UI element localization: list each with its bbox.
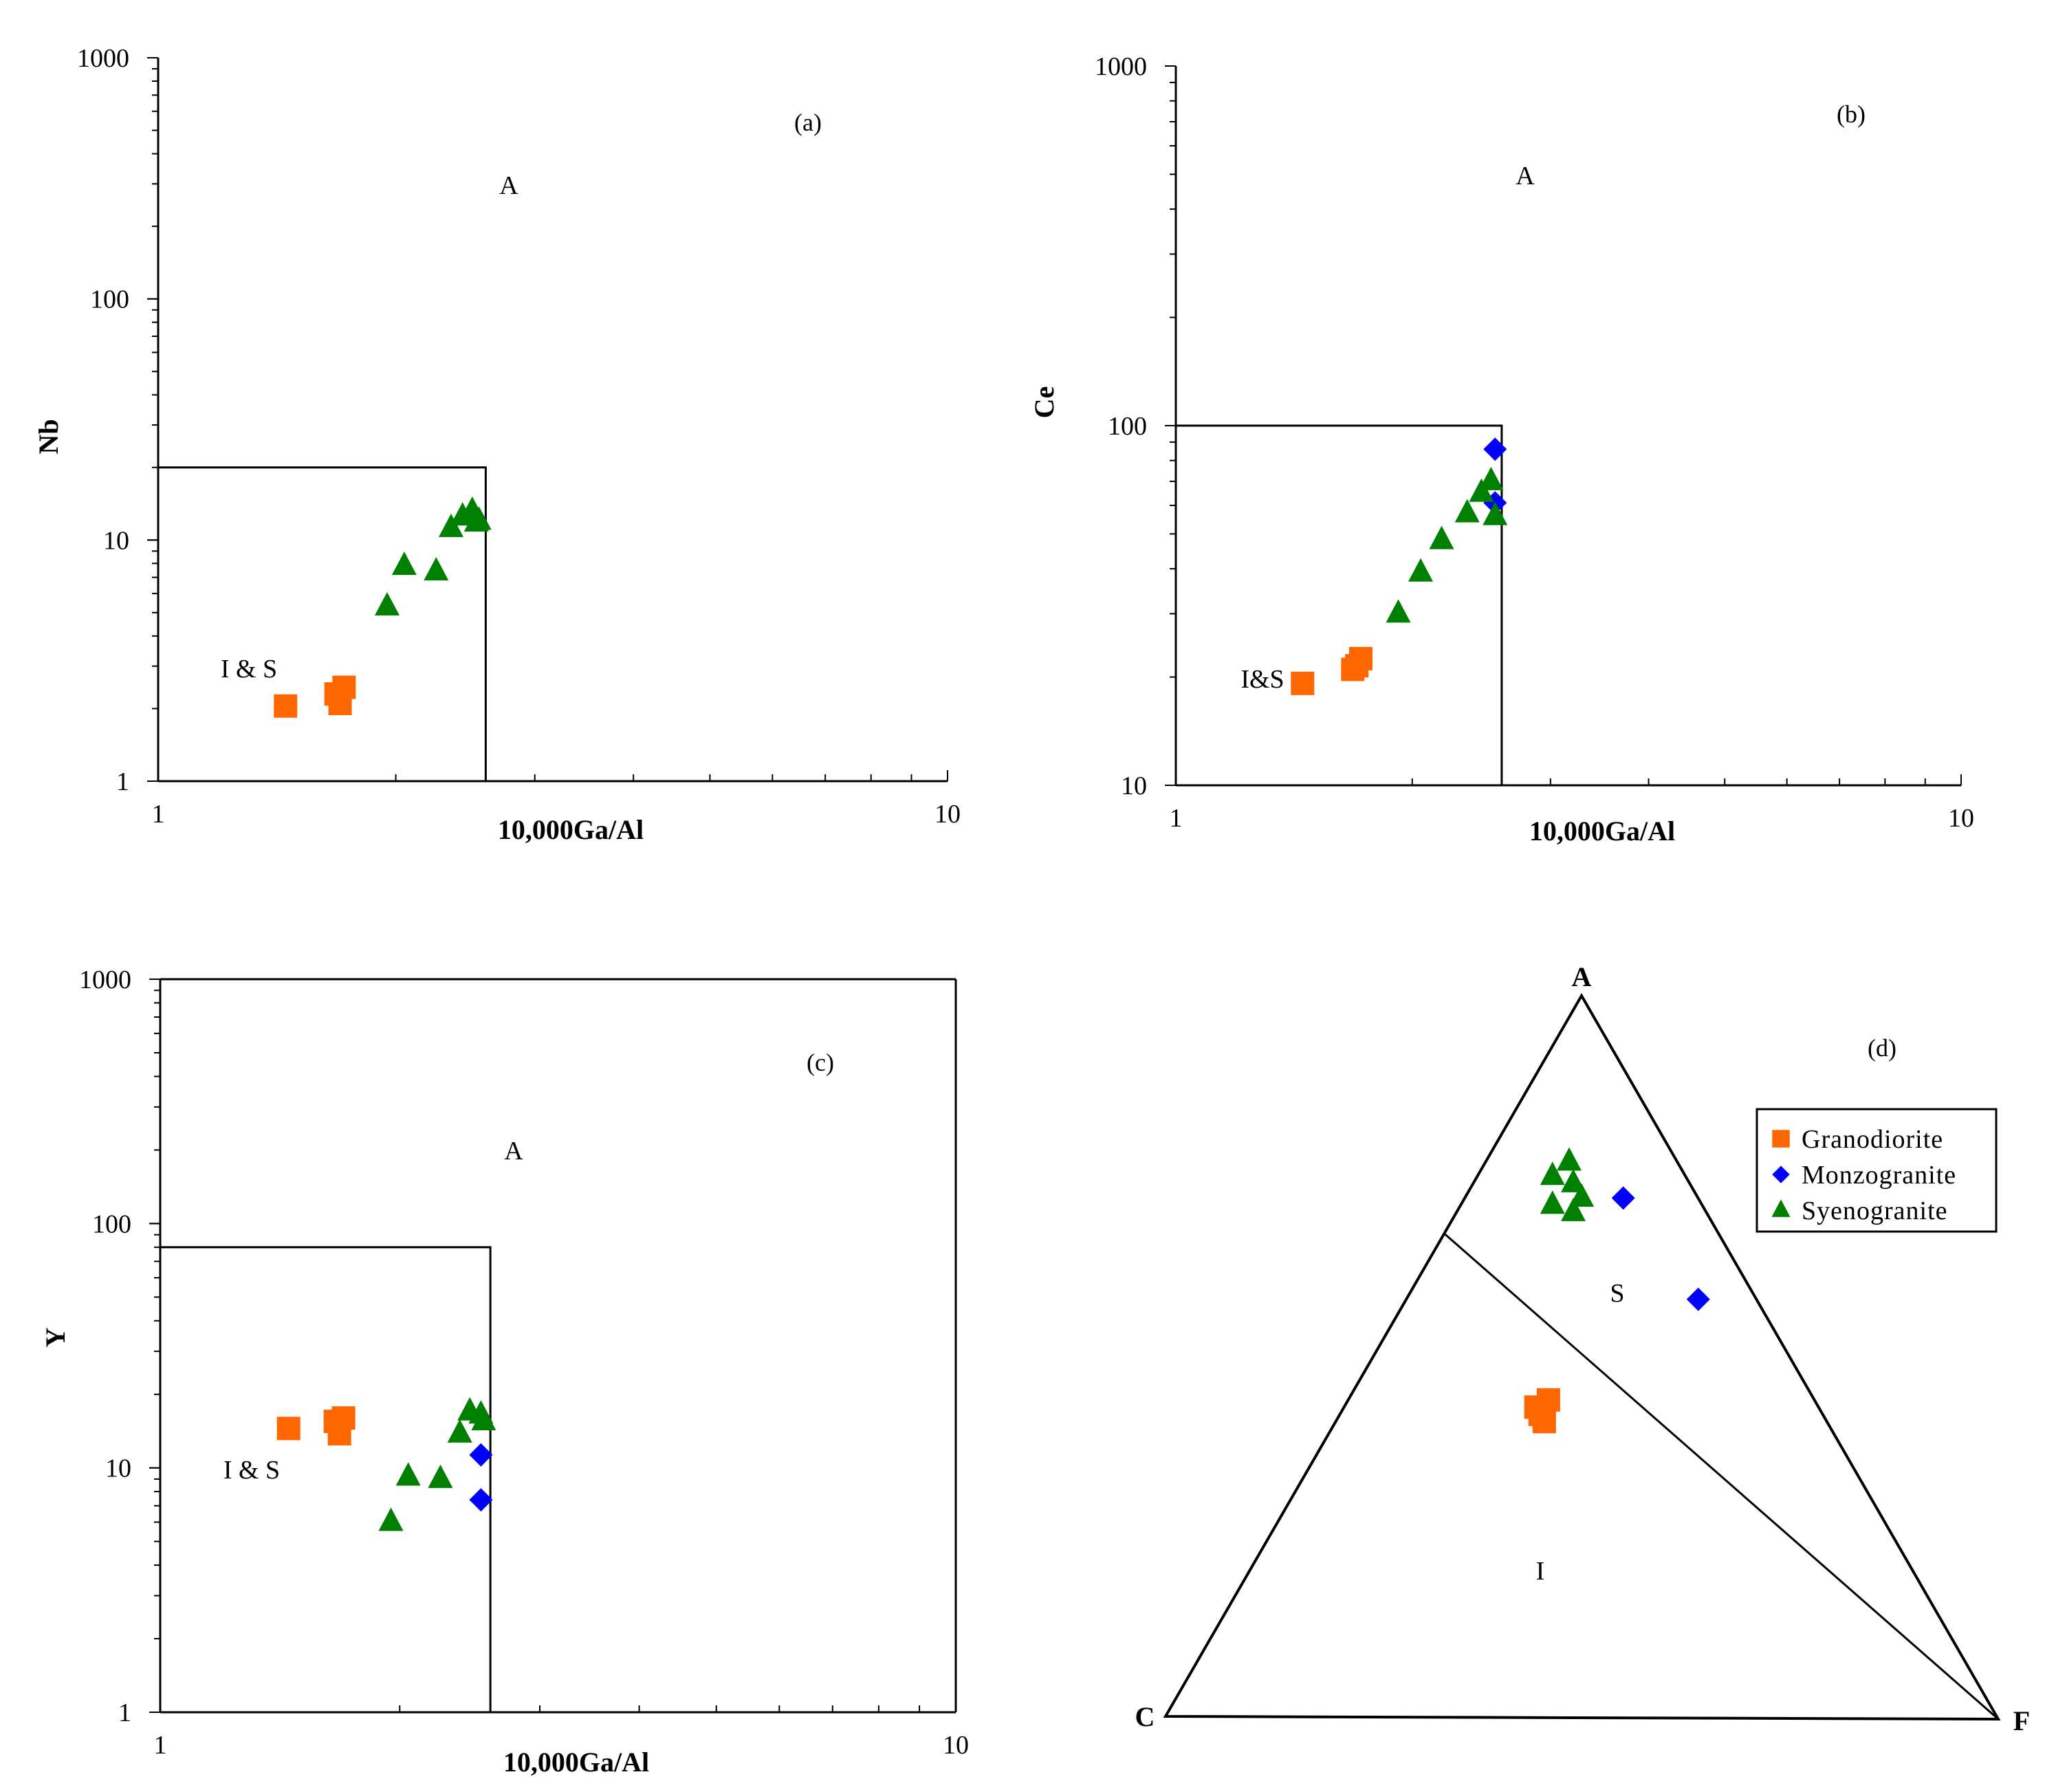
monzogranite-point: [469, 1443, 493, 1467]
y-tick-label: 1000: [77, 44, 129, 73]
y-tick-label: 100: [92, 1210, 131, 1238]
field-boundary: [158, 466, 487, 781]
region-label-a: A: [1516, 162, 1535, 190]
y-tick-label: 100: [1108, 412, 1147, 441]
panel-tag: (a): [794, 109, 822, 136]
y-tick-label: 1000: [1095, 52, 1147, 81]
monzogranite-point: [1686, 1287, 1710, 1311]
syenogranite-point: [424, 557, 449, 581]
panel-d: A C F S I (d) Granodiorite Monzogranite Syenogra…: [1135, 961, 2031, 1736]
syenogranite-point: [466, 506, 492, 530]
syenogranite-point: [1386, 599, 1411, 623]
syenogranite-point: [1408, 558, 1434, 582]
panel-c: 1 10 100 1000 1 10 (c) A I & S 10,000Ga/Al Y: [40, 965, 969, 1778]
field-label-i: I: [1536, 1557, 1545, 1586]
syenogranite-point: [428, 1464, 453, 1488]
y-tick-label: 10: [105, 1454, 131, 1483]
granodiorite-point: [1348, 646, 1373, 670]
y-tick-label: 10: [1121, 772, 1147, 800]
x-axis-title: 10,000Ga/Al: [1529, 816, 1675, 846]
syenogranite-point: [1429, 525, 1454, 549]
x-tick-label: 1: [152, 800, 165, 829]
legend: Granodiorite Monzogranite Syenogranite: [1756, 1108, 1998, 1233]
field-boundary: [160, 1246, 492, 1712]
panel-b: 10 100 1000 1 10 (b) A I&S 10,000Ga/Al Ce: [1029, 52, 1974, 846]
field-label-s: S: [1610, 1279, 1624, 1308]
ternary-divider: [1443, 1232, 1999, 1720]
region-label-is: I & S: [221, 655, 277, 684]
monzogranite-point: [1611, 1186, 1635, 1210]
granodiorite-point: [1532, 1410, 1556, 1434]
syenogranite-point: [1454, 499, 1480, 523]
syenogranite-point: [395, 1462, 421, 1486]
vertex-label-c: C: [1135, 1701, 1155, 1732]
x-axis-title: 10,000Ga/Al: [503, 1747, 649, 1778]
panel-tag: (c): [807, 1049, 834, 1076]
syenogranite-point: [391, 551, 417, 576]
syenogranite-point: [1483, 501, 1508, 525]
legend-monzogranite-marker: [1772, 1166, 1790, 1183]
legend-syenogranite-marker: [1771, 1199, 1791, 1217]
legend-label: Granodiorite: [1802, 1125, 1943, 1154]
legend-label: Monzogranite: [1802, 1161, 1956, 1190]
x-tick-label: 1: [154, 1731, 167, 1760]
x-axis-title: 10,000Ga/Al: [498, 814, 644, 845]
region-label-is: I & S: [223, 1456, 280, 1485]
y-tick-label: 10: [103, 526, 129, 555]
granodiorite-point: [331, 1406, 356, 1430]
region-label-a: A: [499, 171, 518, 200]
granodiorite-point: [276, 1417, 300, 1441]
monzogranite-point: [1483, 437, 1507, 461]
ternary-triangle: [1163, 992, 2001, 1721]
granodiorite-point: [332, 675, 356, 699]
monzogranite-point: [469, 1488, 493, 1512]
legend-granodiorite-marker: [1772, 1130, 1790, 1148]
syenogranite-point: [447, 1419, 472, 1443]
y-axis-title: Nb: [33, 419, 64, 454]
vertex-label-f: F: [2013, 1705, 2030, 1736]
field-boundary: [1176, 424, 1503, 785]
x-tick-label: 10: [934, 800, 961, 829]
syenogranite-point: [378, 1507, 404, 1531]
region-label-is: I&S: [1240, 665, 1284, 694]
panel-tag: (d): [1868, 1034, 1896, 1062]
syenogranite-point: [1561, 1197, 1586, 1221]
legend-label: Syenogranite: [1802, 1197, 1948, 1225]
legend-box: [1756, 1108, 1998, 1233]
syenogranite-point: [1478, 466, 1504, 490]
syenogranite-point: [1556, 1147, 1582, 1171]
y-axis-title: Y: [40, 1327, 71, 1347]
granodiorite-point: [1291, 671, 1315, 695]
y-tick-label: 1: [118, 1698, 131, 1727]
syenogranite-point: [1540, 1190, 1565, 1214]
y-axis-title: Ce: [1029, 386, 1060, 419]
syenogranite-point: [374, 591, 400, 615]
syenogranite-point: [1561, 1168, 1586, 1192]
x-tick-label: 10: [943, 1731, 969, 1760]
panel-tag: (b): [1837, 100, 1866, 128]
y-tick-label: 100: [90, 285, 129, 314]
x-tick-label: 1: [1170, 804, 1183, 833]
region-label-a: A: [504, 1137, 523, 1166]
panel-a: 1 10 100 1000 1 10 (a) A I & S 10,000Ga/Al Nb: [33, 44, 961, 845]
vertex-label-a: A: [1572, 961, 1592, 992]
syenogranite-point: [1569, 1183, 1595, 1207]
y-tick-label: 1000: [79, 965, 131, 994]
granodiorite-point: [274, 694, 298, 718]
x-tick-label: 10: [1948, 804, 1974, 833]
y-tick-label: 1: [116, 767, 129, 796]
syenogranite-point: [1540, 1161, 1565, 1185]
syenogranite-point: [471, 1406, 496, 1430]
